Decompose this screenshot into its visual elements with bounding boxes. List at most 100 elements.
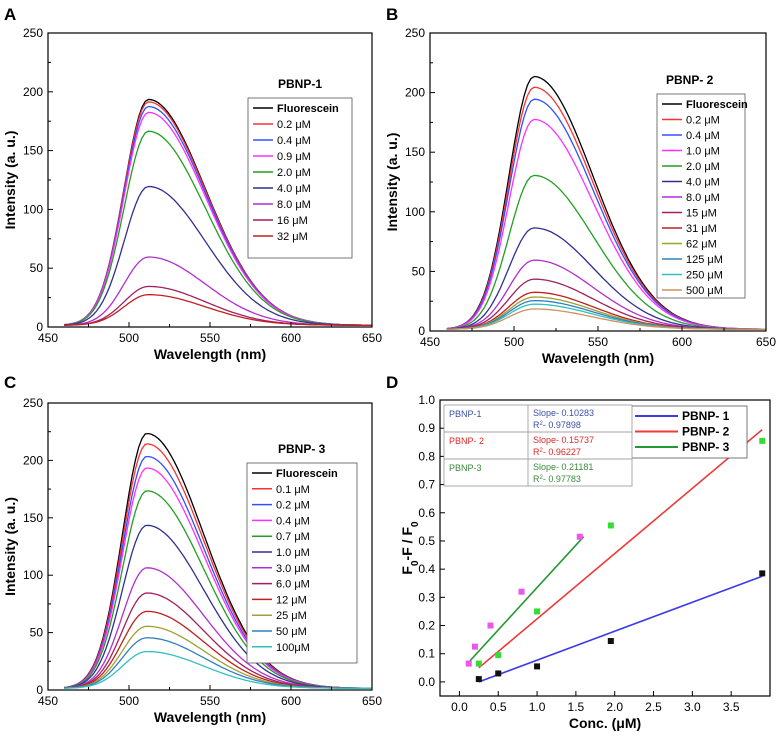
data-point [471,643,478,650]
legend-label: 1.0 μM [276,547,310,559]
series-line-11 [64,650,372,689]
r2-sup: 2 [540,448,544,454]
legend-label: Fluorescein [686,99,748,111]
spectra-lines [64,98,373,326]
x-tick-label: 3.0 [684,700,701,714]
x-tick-label: 600 [281,331,301,345]
y-tick-label: 100 [405,205,425,219]
table-r2: R2- 0.96227 [533,447,581,457]
spectra-lines [64,432,373,689]
y-tick-label: 0.1 [418,647,435,661]
legend-label: 0.1 μM [276,484,310,496]
label-part: F [399,566,415,575]
y-tick-label: 150 [405,145,425,159]
legend-label: 25 μM [276,610,307,622]
legend-label: Fluorescein [277,103,339,115]
legend-title: PBNP-1 [278,77,322,91]
y-axis-label: F0-F / F0 [399,521,421,575]
legend-label: 50 μM [276,626,307,638]
y-axis-label: Intensity (a. u.) [384,133,400,232]
legend-label: 0.4 μM [686,130,720,142]
y-tick-label: 200 [23,85,43,99]
series-2 [465,533,585,667]
plot-frame [439,399,771,697]
data-point [607,522,614,529]
subscript: 0 [410,521,421,527]
legend-label: 62 μM [686,239,717,251]
table-slope: Slope- 0.15737 [533,435,594,445]
y-tick-label: 50 [30,261,44,275]
fit-line [478,575,763,683]
legend: Fluorescein 0.2 μM 0.4 μM 1.0 μM 2.0 μM 4.0 μ… [656,93,748,299]
x-tick-label: 2.5 [645,700,662,714]
legend-box [656,93,746,299]
legend-label: 500 μM [686,285,723,297]
legend-title: PBNP- 3 [278,442,326,456]
legend-label: 100μM [276,642,310,654]
legend: Fluorescein 0.2 μM 0.4 μM 0.9 μM 2.0 μM 4.0 μ… [247,97,353,259]
x-tick-label: 650 [756,335,776,349]
series-line-12 [446,308,766,330]
legend-label: 0.2 μM [686,115,720,127]
panel-c: C 450 500 550 600 650 0 50 100 150 200 250 Wavelengt… [2,373,382,725]
x-tick-label: 1.0 [529,700,546,714]
legend-label: 125 μM [686,254,723,266]
x-tick-label: 1.5 [568,700,585,714]
panel-letter: B [386,5,398,24]
y-tick-label: 0.4 [418,562,435,576]
y-axis-label: Intensity (a. u.) [2,497,18,596]
legend-label: 0.2 μM [277,119,311,131]
r2-prefix: R [533,420,540,430]
legend-label: 8.0 μM [686,192,720,204]
legend-label: 15 μM [686,208,717,220]
x-tick-label: 550 [200,694,220,708]
series-0 [475,570,766,683]
y-tick-label: 100 [23,568,43,582]
data-point [495,670,502,677]
y-tick-label: 0.9 [418,421,435,435]
x-tick-label: 650 [362,331,382,345]
x-tick-label: 0.5 [490,700,507,714]
data-point [576,533,583,540]
legend-label: 32 μM [277,231,308,243]
legend-label: 3.0 μM [276,563,310,575]
x-axis-label: Wavelength (nm) [542,350,654,366]
table-name: PBNP-3 [449,463,482,473]
y-tick-label: 0.5 [418,534,435,548]
y-tick-label: 50 [30,626,44,640]
x-axis-label: Wavelength (nm) [154,346,266,362]
panel-letter: A [4,5,16,24]
x-tick-label: 500 [119,694,139,708]
y-tick-label: 0 [418,324,425,338]
data-point [487,622,494,629]
fit-line [468,536,585,663]
data-point [759,437,766,444]
y-tick-label: 0.7 [418,478,435,492]
legend-label: PBNP- 3 [682,440,730,454]
panel-d: D 0.0 0.5 1.0 1.5 2.0 2.5 3.0 3.5 0.0 0.1 0.2 0.3 0.4… [386,373,771,731]
data-point [465,660,472,667]
y-tick-label: 0.2 [418,619,435,633]
y-tick-label: 200 [23,453,43,467]
legend-label: Fluorescein [276,468,338,480]
r2-prefix: R [533,474,540,484]
data-point [475,676,482,683]
y-tick-label: 150 [23,511,43,525]
x-tick-label: 500 [504,335,524,349]
table-slope: Slope- 0.10283 [533,408,594,418]
legend-label: 31 μM [686,223,717,235]
y-tick-label: 250 [23,26,43,40]
x-axis-label: Conc. (μM) [569,715,641,731]
y-tick-label: 0.6 [418,506,435,520]
x-tick-label: 550 [200,331,220,345]
legend-label: PBNP- 1 [682,409,730,423]
x-tick-label: 2.0 [606,700,623,714]
table-name: PBNP- 2 [449,436,484,446]
y-tick-label: 150 [23,144,43,158]
panel-b: B 450 500 550 600 650 0 50 100 150 200 250 Wavelengt… [384,5,776,366]
r2-value: - 0.96227 [543,447,581,457]
data-point [534,608,541,615]
series-line-5 [64,185,372,326]
subscript: 0 [410,560,421,566]
legend-label: 0.4 μM [277,135,311,147]
